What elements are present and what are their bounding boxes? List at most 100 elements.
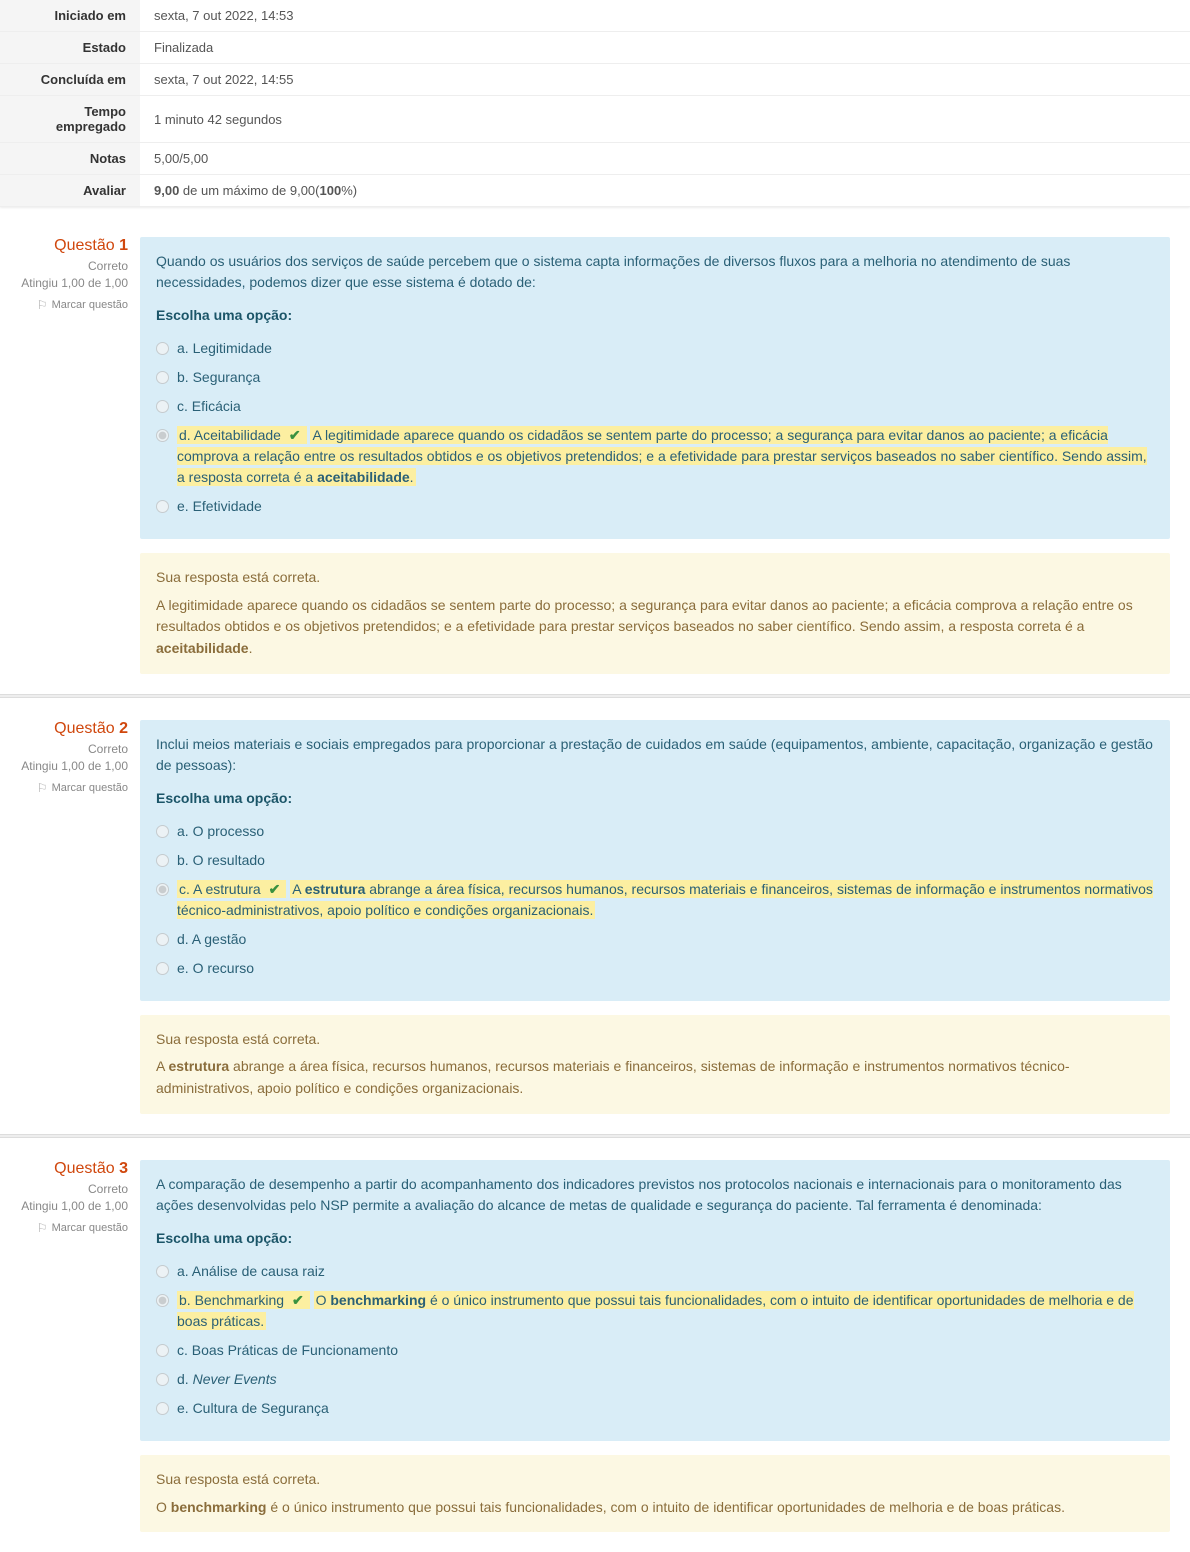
summary-value: 1 minuto 42 segundos [140,96,1190,143]
answer-option[interactable]: e. O recurso [156,954,1154,983]
summary-label: Estado [0,32,140,64]
question-formulation: Quando os usuários dos serviços de saúde… [140,237,1170,539]
answer-radio[interactable] [156,371,169,384]
summary-value: 5,00/5,00 [140,143,1190,175]
question-text: Inclui meios materiais e sociais emprega… [156,734,1154,776]
answer-radio[interactable] [156,883,169,896]
question-body: Quando os usuários dos serviços de saúde… [140,237,1170,674]
answer-text: a. Análise de causa raiz [177,1261,325,1282]
question-state: Correto [20,259,128,273]
question-title: Questão 3 [20,1160,128,1178]
question-title: Questão 2 [20,720,128,738]
question: Questão 3 Correto Atingiu 1,00 de 1,00 Marc… [0,1160,1190,1532]
answer-radio[interactable] [156,825,169,838]
summary-value: sexta, 7 out 2022, 14:55 [140,64,1190,96]
answer-radio[interactable] [156,429,169,442]
section-separator [0,1134,1190,1138]
flag-icon [37,781,48,795]
question-grade: Atingiu 1,00 de 1,00 [20,1199,128,1213]
answer-option[interactable]: c. A estrutura ✔ A estrutura abrange a á… [156,875,1154,925]
feedback-head: Sua resposta está correta. [156,1469,1154,1491]
answer-radio[interactable] [156,1294,169,1307]
answer-radio[interactable] [156,1373,169,1386]
question: Questão 1 Correto Atingiu 1,00 de 1,00 Marc… [0,237,1190,674]
summary-row: EstadoFinalizada [0,32,1190,64]
question-feedback: Sua resposta está correta. O benchmarking… [140,1455,1170,1532]
summary-value: sexta, 7 out 2022, 14:53 [140,0,1190,32]
answer-text: c. Eficácia [177,396,241,417]
answer-text: c. Boas Práticas de Funcionamento [177,1340,398,1361]
answer-option[interactable]: d. Aceitabilidade ✔ A legitimidade apare… [156,421,1154,492]
answer-text: a. Legitimidade [177,338,272,359]
flag-icon [37,1221,48,1235]
answer-option[interactable]: a. Legitimidade [156,334,1154,363]
answer-radio[interactable] [156,400,169,413]
answer-radio[interactable] [156,1265,169,1278]
flag-question-link[interactable]: Marcar questão [37,1221,128,1235]
summary-row: Avaliar9,00 de um máximo de 9,00(100%) [0,175,1190,207]
question-text: A comparação de desempenho a partir do a… [156,1174,1154,1216]
flag-question-link[interactable]: Marcar questão [37,298,128,312]
answer-option[interactable]: a. O processo [156,817,1154,846]
question-formulation: Inclui meios materiais e sociais emprega… [140,720,1170,1001]
answer-text: e. O recurso [177,958,254,979]
flag-label: Marcar questão [52,1222,128,1234]
answer-radio[interactable] [156,1402,169,1415]
answer-option[interactable]: c. Eficácia [156,392,1154,421]
summary-row: Notas5,00/5,00 [0,143,1190,175]
answer-text: b. O resultado [177,850,265,871]
check-icon: ✔ [269,881,281,897]
question-title: Questão 1 [20,237,128,255]
answer-radio[interactable] [156,933,169,946]
answer-text: c. A estrutura ✔ A estrutura abrange a á… [177,879,1154,921]
answer-list: a. O processo b. O resultado c. A estrutur… [156,817,1154,983]
answer-option[interactable]: e. Efetividade [156,492,1154,521]
flag-question-link[interactable]: Marcar questão [37,781,128,795]
answer-list: a. Análise de causa raiz b. Benchmarking … [156,1257,1154,1423]
answer-option[interactable]: b. O resultado [156,846,1154,875]
summary-row: Tempoempregado1 minuto 42 segundos [0,96,1190,143]
answer-option[interactable]: d. A gestão [156,925,1154,954]
answer-option[interactable]: a. Análise de causa raiz [156,1257,1154,1286]
summary-label: Notas [0,143,140,175]
question-feedback: Sua resposta está correta.A estrutura ab… [140,1015,1170,1114]
answer-option[interactable]: e. Cultura de Segurança [156,1394,1154,1423]
summary-label: Concluída em [0,64,140,96]
answer-radio[interactable] [156,854,169,867]
answer-radio[interactable] [156,1344,169,1357]
feedback-body: A legitimidade aparece quando os cidadão… [156,595,1154,660]
answer-radio[interactable] [156,500,169,513]
question-grade: Atingiu 1,00 de 1,00 [20,759,128,773]
feedback-body: O benchmarking é o único instrumento que… [156,1497,1154,1519]
question-formulation: A comparação de desempenho a partir do a… [140,1160,1170,1441]
question-state: Correto [20,742,128,756]
question-body: Inclui meios materiais e sociais emprega… [140,720,1170,1114]
answer-radio[interactable] [156,342,169,355]
flag-icon [37,298,48,312]
summary-row: Iniciado emsexta, 7 out 2022, 14:53 [0,0,1190,32]
answer-option[interactable]: b. Segurança [156,363,1154,392]
answer-option[interactable]: d. Never Events [156,1365,1154,1394]
answer-text: d. Never Events [177,1369,277,1390]
summary-value: Finalizada [140,32,1190,64]
question-info: Questão 3 Correto Atingiu 1,00 de 1,00 Marc… [20,1160,140,1532]
feedback-head: Sua resposta está correta. [156,567,1154,589]
answer-option[interactable]: b. Benchmarking ✔ O benchmarking é o úni… [156,1286,1154,1336]
answer-text: d. A gestão [177,929,246,950]
summary-label: Iniciado em [0,0,140,32]
question-info: Questão 1 Correto Atingiu 1,00 de 1,00 Marc… [20,237,140,674]
check-icon: ✔ [289,427,301,443]
answer-option[interactable]: c. Boas Práticas de Funcionamento [156,1336,1154,1365]
question-feedback: Sua resposta está correta. A legitimidade… [140,553,1170,674]
question-state: Correto [20,1182,128,1196]
choose-prompt: Escolha uma opção: [156,305,1154,326]
summary-label: Tempoempregado [0,96,140,143]
section-separator [0,694,1190,698]
answer-text: e. Cultura de Segurança [177,1398,329,1419]
question-grade: Atingiu 1,00 de 1,00 [20,276,128,290]
question-body: A comparação de desempenho a partir do a… [140,1160,1170,1532]
answer-radio[interactable] [156,962,169,975]
choose-prompt: Escolha uma opção: [156,1228,1154,1249]
answer-text: b. Benchmarking ✔ O benchmarking é o úni… [177,1290,1154,1332]
answer-text: b. Segurança [177,367,260,388]
